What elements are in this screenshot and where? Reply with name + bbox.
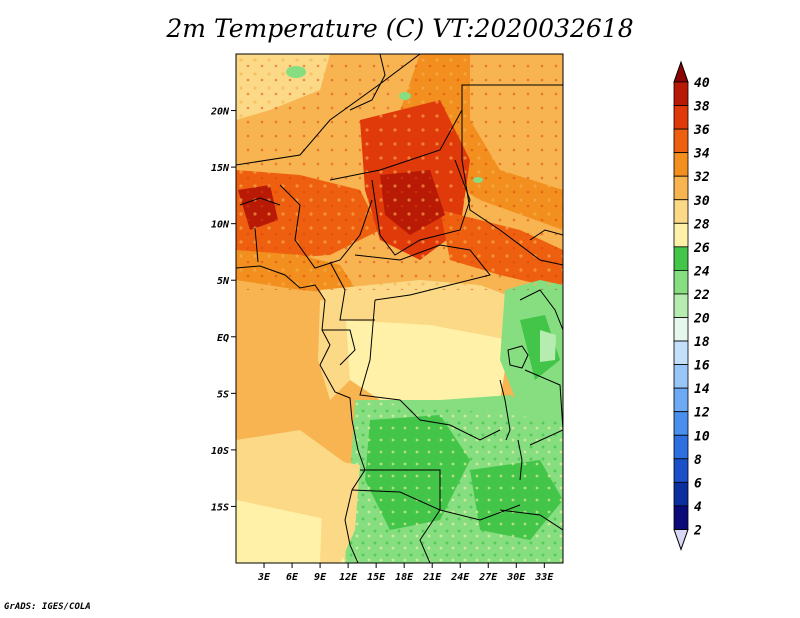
border-nigeria bbox=[279, 184, 373, 269]
border-algeria-libya bbox=[349, 54, 386, 111]
colorbar-swatch bbox=[673, 199, 689, 224]
colorbar-label: 22 bbox=[693, 288, 710, 303]
region-southern-speckle bbox=[345, 400, 563, 563]
border-burkina bbox=[239, 197, 281, 206]
region-sw-warm bbox=[320, 460, 360, 563]
colorbar-swatch bbox=[673, 387, 689, 413]
lon-tick-label: 30E bbox=[506, 572, 526, 583]
colorbar-label: 6 bbox=[694, 476, 702, 491]
colorbar-swatch bbox=[673, 293, 689, 318]
colorbar-label: 10 bbox=[694, 429, 710, 444]
border-tanzania bbox=[524, 369, 563, 446]
latitude-axis: 20N 15N 10N 5N EQ 5S 10S 15S bbox=[210, 107, 236, 513]
colorbar-swatch bbox=[673, 458, 689, 483]
colorbar-label: 8 bbox=[694, 453, 702, 468]
region-rift-pale bbox=[540, 330, 556, 362]
border-gabon bbox=[322, 329, 356, 366]
colorbar-swatch bbox=[673, 222, 689, 248]
lon-tick-label: 15E bbox=[367, 572, 386, 583]
colorbar-swatch bbox=[673, 317, 689, 342]
lon-tick-label: 27E bbox=[478, 572, 498, 583]
region-sahara-green-patch-3 bbox=[473, 177, 483, 183]
lat-tick-label: EQ bbox=[217, 333, 229, 344]
region-atlantic-south-cool-2 bbox=[236, 500, 345, 563]
map-title: 2m Temperature (C) VT:2020032618 bbox=[166, 14, 634, 43]
colorbar-label: 40 bbox=[694, 76, 710, 91]
lat-tick-label: 5N bbox=[217, 276, 230, 287]
longitude-axis: 3E 6E 9E 12E 15E 18E 21E 24E 27E 30E 33E bbox=[257, 563, 554, 583]
lake-tanganyika bbox=[499, 379, 511, 441]
colorbar-label: 16 bbox=[694, 359, 710, 374]
colorbar-label: 38 bbox=[693, 100, 710, 115]
border-sudan bbox=[461, 110, 563, 266]
lon-tick-label: 3E bbox=[257, 572, 271, 583]
lon-tick-label: 9E bbox=[314, 572, 327, 583]
colorbar-swatch bbox=[673, 481, 689, 507]
lat-tick-label: 10N bbox=[211, 220, 230, 231]
grads-credit: GrADS: IGES/COLA bbox=[4, 602, 91, 612]
border-uganda-kenya bbox=[519, 289, 563, 331]
lake-victoria bbox=[507, 345, 529, 369]
colorbar-label: 32 bbox=[693, 170, 710, 185]
border-cameroon bbox=[329, 261, 375, 321]
colorbar-swatch bbox=[673, 411, 689, 436]
colorbar-min-arrow bbox=[673, 528, 689, 551]
colorbar-swatch bbox=[673, 364, 689, 389]
colorbar-label: 12 bbox=[694, 406, 710, 421]
country-borders bbox=[236, 54, 563, 563]
colorbar-swatch bbox=[673, 175, 689, 201]
colorbar-label: 14 bbox=[694, 382, 710, 397]
border-ghana bbox=[254, 227, 259, 263]
colorbar-swatch bbox=[673, 105, 689, 130]
colorbar-max-arrow bbox=[673, 60, 689, 83]
map-frame bbox=[235, 53, 564, 564]
colorbar-swatch bbox=[673, 246, 689, 271]
colorbar-swatch bbox=[673, 505, 689, 530]
lon-tick-label: 21E bbox=[422, 572, 442, 583]
border-ethiopia bbox=[529, 229, 563, 241]
colorbar-label: 2 bbox=[693, 523, 702, 538]
border-niger bbox=[329, 84, 563, 181]
border-car bbox=[354, 244, 491, 301]
lon-tick-label: 6E bbox=[286, 572, 299, 583]
lon-tick-label: 18E bbox=[395, 572, 414, 583]
colorbar-label: 4 bbox=[694, 500, 702, 515]
colorbar-label: 34 bbox=[693, 147, 710, 162]
colorbar-swatch bbox=[673, 434, 689, 460]
colorbar-swatch bbox=[673, 340, 689, 365]
colorbar-label: 24 bbox=[693, 264, 710, 279]
lat-tick-label: 15N bbox=[211, 163, 230, 174]
lon-tick-label: 12E bbox=[339, 572, 358, 583]
colorbar-swatch bbox=[673, 269, 689, 295]
lat-tick-label: 20N bbox=[210, 107, 230, 118]
border-mali bbox=[236, 54, 421, 166]
region-north-speckle bbox=[236, 54, 563, 290]
lake-malawi bbox=[517, 439, 523, 481]
border-drc-congo bbox=[359, 299, 501, 441]
colorbar-label: 28 bbox=[693, 217, 710, 232]
colorbar-swatch bbox=[673, 152, 689, 177]
colorbar: 40 38 36 34 32 30 28 26 24 22 20 18 16 14 12 10 8 6 4 2 bbox=[673, 60, 710, 551]
lon-tick-label: 33E bbox=[534, 572, 554, 583]
coastline-west-africa bbox=[236, 265, 366, 563]
lat-tick-label: 15S bbox=[211, 502, 229, 513]
colorbar-swatch bbox=[673, 81, 689, 106]
colorbar-label: 18 bbox=[694, 335, 710, 350]
region-congo-basin-center bbox=[340, 320, 510, 405]
lat-tick-label: 5S bbox=[217, 389, 229, 400]
region-sahara-green-patch-2 bbox=[399, 92, 411, 100]
border-namibia bbox=[351, 489, 441, 563]
colorbar-label: 20 bbox=[693, 312, 710, 327]
colorbar-label: 26 bbox=[693, 241, 710, 256]
border-zambia-mozambique bbox=[499, 509, 563, 531]
region-sahara-green-patch bbox=[286, 66, 306, 78]
border-chad bbox=[371, 159, 471, 256]
temperature-field bbox=[236, 54, 563, 563]
colorbar-label: 36 bbox=[693, 123, 710, 138]
lon-tick-label: 24E bbox=[450, 572, 470, 583]
lat-tick-label: 10S bbox=[211, 446, 229, 457]
colorbar-label: 30 bbox=[693, 194, 710, 209]
colorbar-swatch bbox=[673, 128, 689, 154]
